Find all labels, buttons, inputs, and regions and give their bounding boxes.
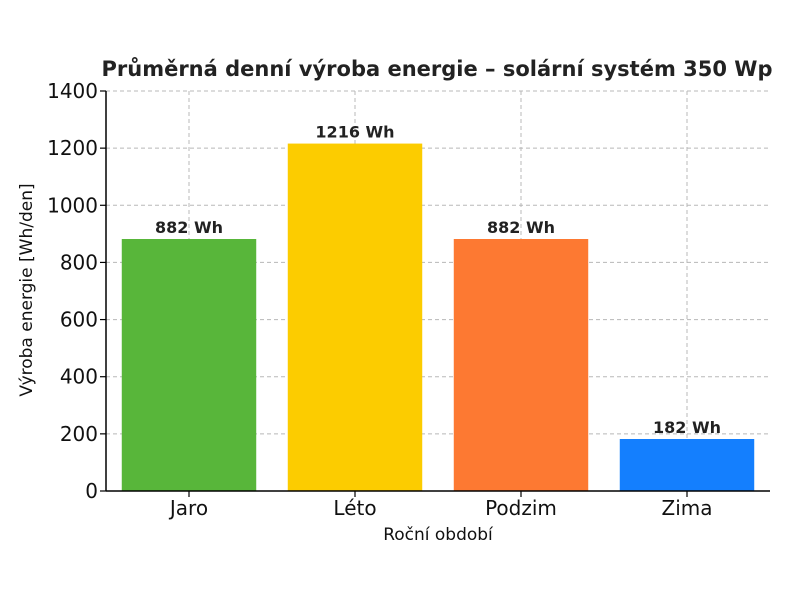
data-label: 182 Wh xyxy=(653,418,721,437)
bar-jaro xyxy=(121,239,257,491)
bars xyxy=(121,143,755,492)
x-tick-label: Zima xyxy=(662,496,713,520)
bar-podzim xyxy=(453,239,589,491)
y-tick-label: 200 xyxy=(60,422,98,446)
bar-zima xyxy=(619,439,755,491)
y-tick-label: 1400 xyxy=(47,79,98,103)
x-tick-label: Léto xyxy=(333,496,376,520)
x-tick-labels: Jaro Léto Podzim Zima xyxy=(168,496,713,520)
y-tick-labels: 0 200 400 600 800 1000 1200 1400 xyxy=(47,79,98,503)
y-tick-label: 400 xyxy=(60,365,98,389)
y-tick-label: 800 xyxy=(60,250,98,274)
x-tick-label: Jaro xyxy=(168,496,208,520)
y-tick-label: 1200 xyxy=(47,136,98,160)
y-tick-label: 0 xyxy=(85,479,98,503)
data-label: 1216 Wh xyxy=(315,123,394,142)
x-tick-label: Podzim xyxy=(485,496,557,520)
bar-léto xyxy=(287,143,423,492)
y-axis-label: Výroba energie [Wh/den] xyxy=(17,183,37,396)
data-label: 882 Wh xyxy=(487,218,555,237)
chart-title: Průměrná denní výroba energie – solární … xyxy=(102,57,773,81)
y-tick-label: 600 xyxy=(60,308,98,332)
data-label: 882 Wh xyxy=(155,218,223,237)
x-axis-label: Roční období xyxy=(383,525,494,545)
data-labels: 882 Wh 1216 Wh 882 Wh 182 Wh xyxy=(155,123,721,437)
y-tick-label: 1000 xyxy=(47,193,98,217)
axes xyxy=(100,90,770,497)
